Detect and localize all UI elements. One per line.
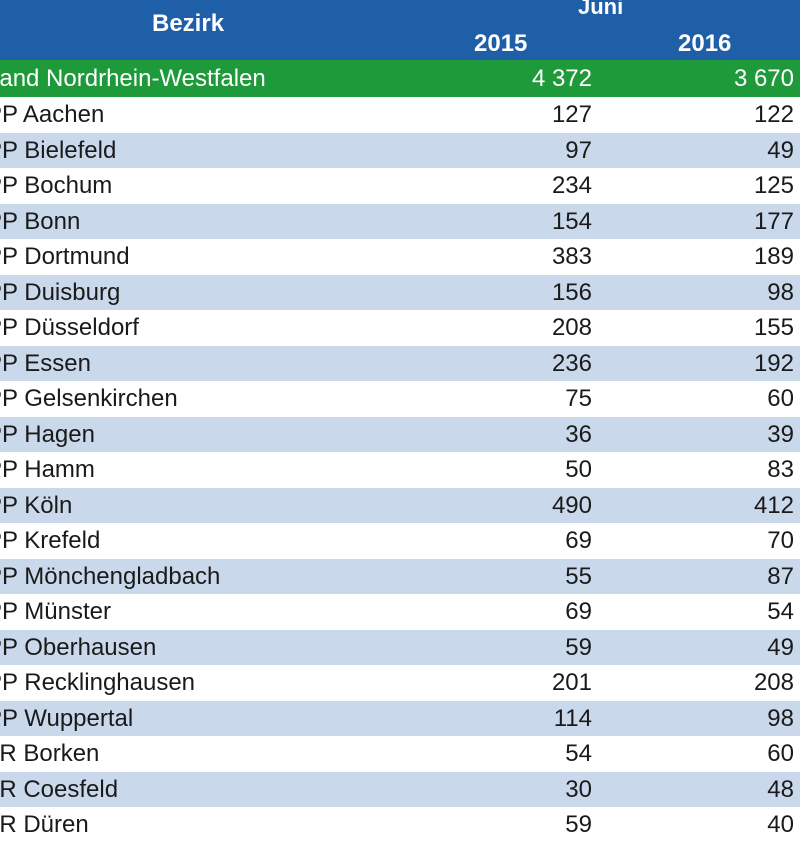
row-name: PP Aachen [0,101,105,128]
row-value-2015: 30 [565,775,592,803]
row-name: PP Essen [0,349,91,377]
row-value-2015: 154 [551,207,592,235]
row-name: Land Nordrhein-Westfalen [0,65,266,92]
row-value-2016: 155 [753,314,794,341]
row-value-2015: 236 [551,349,592,377]
row-name: PP Münster [0,598,111,625]
row-value-2015: 69 [565,598,592,625]
row-value-2016: 39 [767,420,794,448]
table-row: PP Bielefeld 97 49 [0,132,800,168]
row-name: PP Duisburg [0,278,121,306]
row-value-2016: 208 [753,669,794,696]
row-name: PP Oberhausen [0,633,157,661]
table-row: PP Aachen 127 122 [0,97,800,133]
table-row: PP Düsseldorf 208 155 [0,310,800,346]
row-value-2015: 383 [551,243,592,270]
table-row: PP Krefeld 69 70 [0,523,800,559]
table-row: PP Hamm 50 83 [0,452,800,488]
table-row: LR Düren 59 40 [0,807,800,843]
row-value-2016: 177 [753,207,794,235]
row-value-2015: 50 [565,456,592,483]
row-value-2015: 234 [551,172,592,199]
total-row: Land Nordrhein-Westfalen 4 372 3 670 [0,60,800,97]
table-row: PP Bonn 154 177 [0,203,800,239]
row-value-2016: 48 [767,775,794,803]
row-value-2015: 201 [551,669,592,696]
column-header-period: Juni [578,0,624,19]
row-name: PP Köln [0,491,73,519]
table-row: PP Essen 236 192 [0,345,800,381]
row-value-2016: 192 [753,349,794,377]
row-value-2015: 490 [551,491,592,519]
row-name: PP Hagen [0,420,95,448]
table-header: Bezirk Juni 2015 2016 [0,0,800,60]
row-value-2015: 114 [553,704,592,732]
column-header-2015: 2015 [474,30,528,57]
column-header-bezirk: Bezirk [152,10,225,37]
row-value-2016: 122 [753,101,794,128]
table-row: PP Köln 490 412 [0,487,800,523]
table-row: PP Hagen 36 39 [0,416,800,452]
table-row: PP Bochum 234 125 [0,168,800,204]
row-value-2015: 208 [551,314,592,341]
row-name: PP Wuppertal [0,704,134,732]
table-row: LR Borken 54 60 [0,736,800,772]
row-name: PP Dortmund [0,243,130,270]
row-value-2016: 412 [753,491,794,519]
table-body: PP Aachen 127 122 PP Bielefeld 97 49 PP Bochum… [0,97,800,843]
row-name: LR Coesfeld [0,775,119,803]
row-value-2016: 83 [767,456,794,483]
row-value-2016: 60 [767,385,794,412]
row-name: LR Düren [0,811,89,838]
row-value-2016: 49 [767,633,794,661]
row-name: PP Krefeld [0,527,101,554]
row-value-2016: 189 [753,243,794,270]
row-value-2015: 75 [565,385,592,412]
row-value-2015: 69 [565,527,592,554]
row-value-2016: 125 [753,172,794,199]
row-name: LR Borken [0,740,100,767]
table-row: PP Wuppertal 114 98 [0,700,800,736]
table-row: PP Münster 69 54 [0,594,800,630]
table-row: PP Oberhausen 59 49 [0,629,800,665]
row-value-2016: 87 [767,562,794,590]
row-value-2016: 98 [767,278,794,306]
row-value-2015: 97 [565,136,592,164]
row-value-2016: 54 [767,598,794,625]
table-row: PP Recklinghausen 201 208 [0,665,800,701]
row-value-2016: 49 [767,136,794,164]
row-name: PP Düsseldorf [0,314,139,341]
row-name: PP Recklinghausen [0,669,196,696]
row-value-2015: 156 [551,278,592,306]
row-value-2016: 98 [767,704,794,732]
row-value-2015: 59 [565,811,592,838]
row-name: PP Bochum [0,172,113,199]
table-row: PP Duisburg 156 98 [0,274,800,310]
row-value-2016: 60 [767,740,794,767]
row-value-2015: 54 [565,740,592,767]
row-value-2015: 4 372 [531,65,592,92]
table-row: LR Coesfeld 30 48 [0,771,800,807]
row-name: PP Gelsenkirchen [0,385,178,412]
row-value-2015: 36 [565,420,592,448]
row-name: PP Hamm [0,456,95,483]
row-value-2016: 3 670 [733,65,794,92]
table-row: PP Mönchengladbach 55 87 [0,558,800,594]
table-row: PP Gelsenkirchen 75 60 [0,381,800,417]
row-value-2015: 59 [565,633,592,661]
row-name: PP Mönchengladbach [0,562,221,590]
row-value-2016: 70 [767,527,794,554]
row-value-2016: 40 [767,811,794,838]
row-name: PP Bonn [0,207,81,235]
row-value-2015: 55 [565,562,592,590]
row-value-2015: 127 [551,101,592,128]
row-name: PP Bielefeld [0,136,117,164]
table-row: PP Dortmund 383 189 [0,239,800,275]
column-header-2016: 2016 [678,30,732,57]
